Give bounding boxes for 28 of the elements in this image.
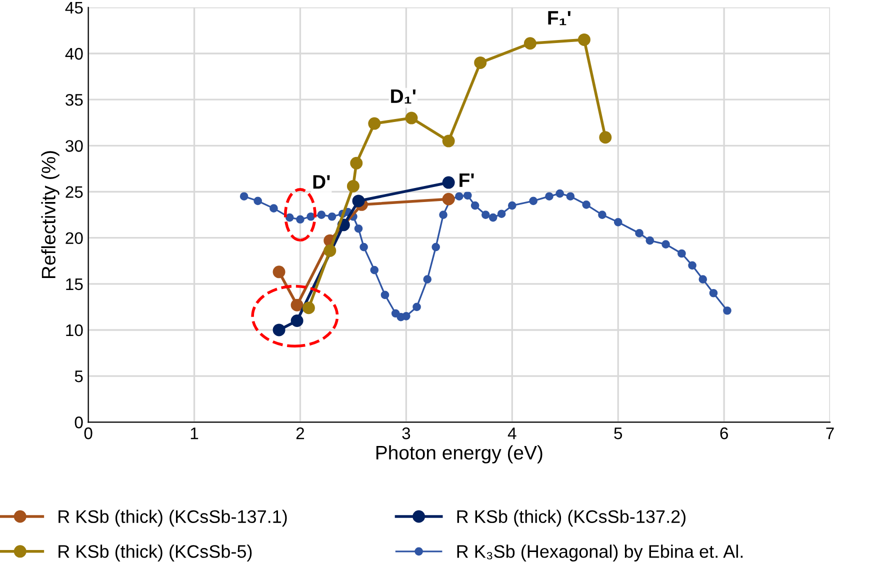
x-axis-title: Photon energy (eV) [376, 445, 542, 464]
y-tick-label: 30 [66, 140, 83, 152]
x-tick-label: 4 [508, 428, 516, 440]
x-tick-label: 1 [190, 428, 198, 440]
y-tick-label: 15 [66, 278, 83, 290]
x-tick-label: 0 [84, 427, 92, 440]
y-tick-label: 5 [74, 370, 83, 382]
y-tick-label: 40 [65, 48, 83, 60]
y-axis-title: Reflectivity (%) [41, 151, 60, 278]
y-tick-label: 35 [66, 94, 83, 106]
annotation: F' [460, 173, 474, 187]
y-tick-label: 25 [66, 186, 83, 198]
legend-label: R KSb (thick) (KCsSb-137.1) [58, 510, 287, 527]
x-tick-label: 5 [614, 428, 622, 440]
x-tick-label: 3 [402, 427, 410, 440]
legend-label: R KSb (thick) (KCsSb-5) [58, 544, 252, 562]
y-tick-label: 0 [74, 416, 83, 428]
legend-label: R KSb (thick) (KCsSb-137.2) [457, 510, 686, 527]
annotation: D₁' [391, 90, 416, 104]
x-tick-label: 2 [296, 427, 304, 440]
y-tick-label: 20 [66, 232, 83, 244]
legend-label: R K₃Sb (Hexagonal) by Ebina et. Al. [457, 544, 743, 562]
y-tick-label: 10 [66, 324, 83, 336]
x-tick-label: 7 [826, 428, 834, 440]
annotation: D' [313, 175, 330, 189]
y-tick-label: 45 [65, 2, 83, 14]
x-tick-label: 6 [720, 427, 728, 440]
annotation: F₁' [548, 11, 570, 26]
